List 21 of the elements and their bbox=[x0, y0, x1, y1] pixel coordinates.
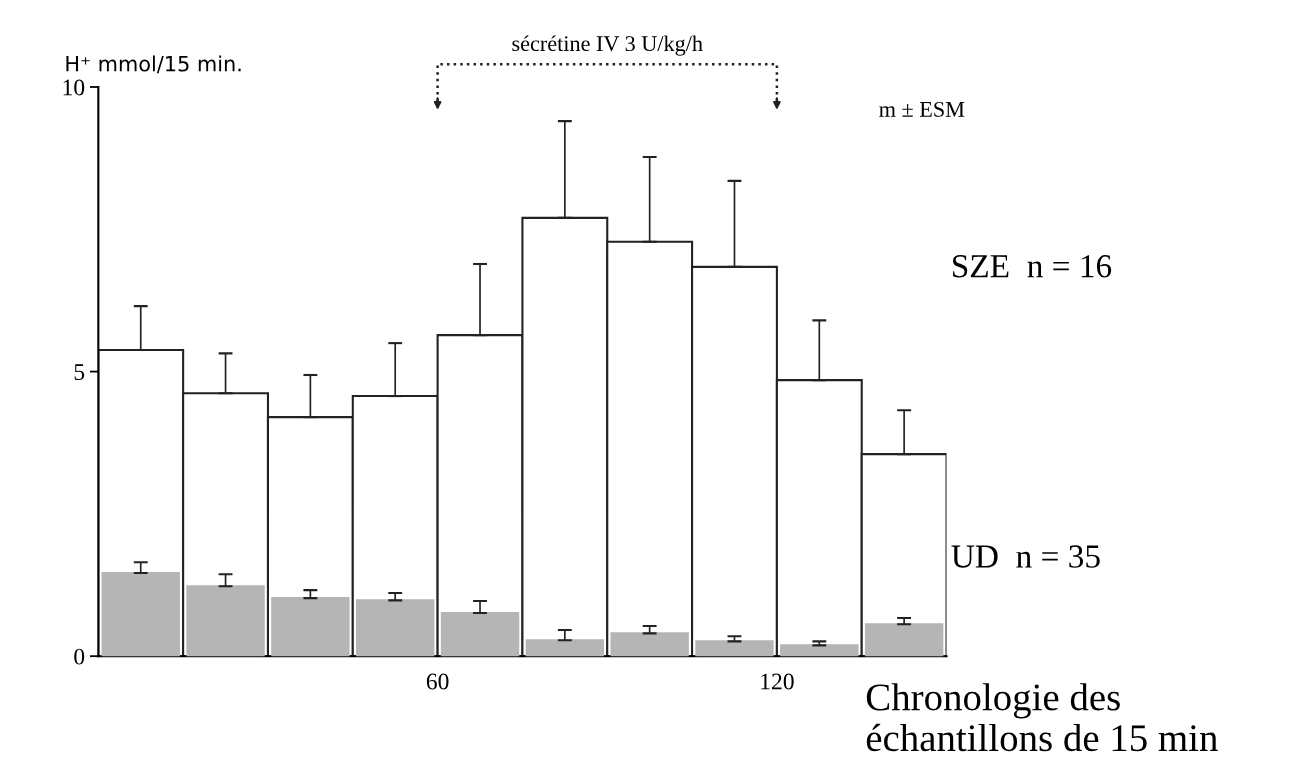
bar bbox=[355, 599, 435, 657]
bar bbox=[864, 623, 944, 657]
bar bbox=[780, 644, 859, 657]
y-tick-label: 10 bbox=[63, 79, 85, 96]
bar bbox=[610, 632, 689, 657]
bar bbox=[101, 572, 180, 657]
annotation: m ± ESM bbox=[879, 101, 965, 117]
text: sécrétine IV 3 U/kg/h bbox=[512, 35, 703, 56]
series-label: UD n = 35 bbox=[951, 545, 1100, 568]
bar bbox=[525, 639, 605, 657]
bar bbox=[695, 640, 774, 657]
y-axis-title: H⁺ mmol/15 min. bbox=[66, 55, 241, 74]
bar bbox=[271, 597, 350, 657]
bar bbox=[440, 611, 520, 657]
x-tick-label: 60 bbox=[426, 673, 449, 690]
x-axis-title: Chronologie des échantillons de 15 min bbox=[866, 683, 1218, 752]
x-tick-label: 120 bbox=[761, 673, 794, 690]
y-tick-label: 0 bbox=[74, 648, 85, 665]
text: SZE n = 16 bbox=[953, 255, 1112, 278]
y-tick-label: 5 bbox=[74, 364, 85, 381]
bar bbox=[186, 585, 265, 657]
